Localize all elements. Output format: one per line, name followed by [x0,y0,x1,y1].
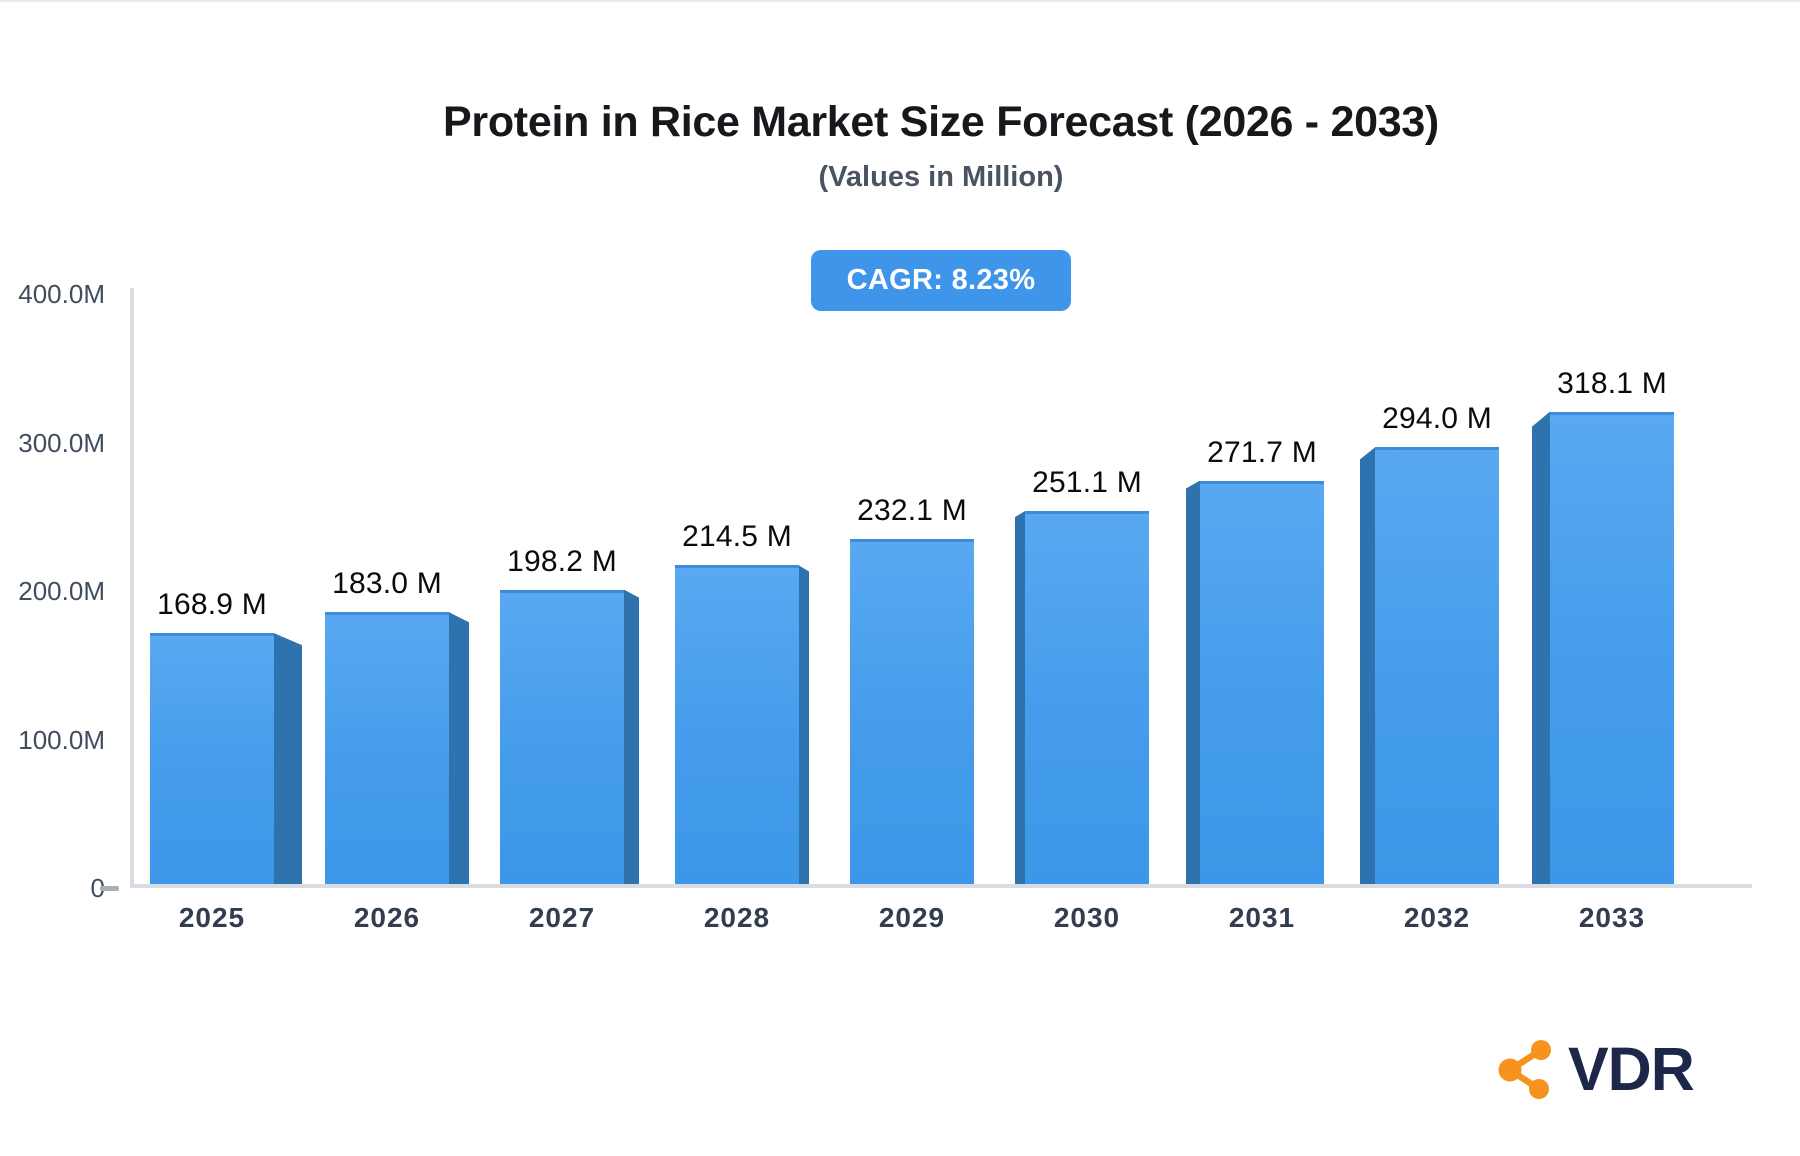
bar-value-label: 232.1 M [857,494,967,528]
bar-side-face [1360,447,1375,884]
x-axis-label-2033: 2033 [1578,902,1646,933]
bar-side-face [274,633,302,884]
bar-side-face [1532,411,1550,884]
bar-value-label: 198.2 M [507,544,617,578]
x-axis-label-2026: 2026 [353,902,421,933]
bar-value-label: 271.7 M [1207,435,1317,469]
bar-2033 [1550,411,1674,884]
bar-side-face [1186,480,1200,884]
x-axis-line [130,884,1752,888]
y-axis-tick-label: 300.0M [18,427,105,458]
y-axis-zero-tick [100,886,119,891]
x-axis-label-2027: 2027 [528,902,596,933]
bar-value-label: 214.5 M [682,520,792,554]
y-axis-tick-label: 100.0M [18,724,105,755]
bar-value-label: 168.9 M [157,588,267,622]
bar-value-label: 183.0 M [332,567,442,601]
bar-side-face [799,565,809,884]
x-axis-label-2032: 2032 [1403,902,1471,933]
bar-2031 [1200,480,1324,884]
bar-value-label: 318.1 M [1557,366,1667,400]
x-axis-label-2029: 2029 [878,902,946,933]
chart-subtitle: (Values in Million) [818,161,1064,193]
y-axis-tick-label: 400.0M [18,279,105,309]
bar-side-face [449,612,469,884]
bar-2032 [1375,447,1499,884]
bar-2027 [500,589,624,884]
card-top-border [0,0,1800,2]
chart-title: Protein in Rice Market Size Forecast (20… [443,98,1439,146]
bar-side-face [624,589,639,884]
bar-2026 [325,612,449,884]
cagr-badge-row: CAGR: 8.23% [130,250,1752,311]
y-axis-tick-label: 200.0M [18,576,105,606]
bar-value-label: 251.1 M [1032,466,1142,500]
bar-side-face [1015,511,1025,884]
bar-2029 [850,539,974,884]
x-axis-label-2028: 2028 [703,902,771,933]
x-axis-label-2025: 2025 [178,902,246,933]
brand-wordmark: VDR [1568,1035,1695,1103]
bar-2028 [675,565,799,884]
y-axis-tick-label: 0 [90,873,105,903]
x-axis-label-2031: 2031 [1228,902,1296,933]
chart-header: Protein in Rice Market Size Forecast (20… [130,96,1752,195]
bar-2030 [1025,511,1149,884]
brand-logo: VDR [1496,1034,1695,1104]
bar-value-label: 294.0 M [1382,402,1492,436]
bar-chart-plot-area: 400.0M 300.0M 200.0M 100.0M 0 168.9 M 2025 183.… [18,279,1752,933]
y-axis-line [130,288,134,888]
bar-2025 [150,633,274,884]
cagr-badge: CAGR: 8.23% [810,250,1072,311]
share-network-icon [1498,1040,1551,1099]
x-axis-label-2030: 2030 [1053,902,1121,933]
